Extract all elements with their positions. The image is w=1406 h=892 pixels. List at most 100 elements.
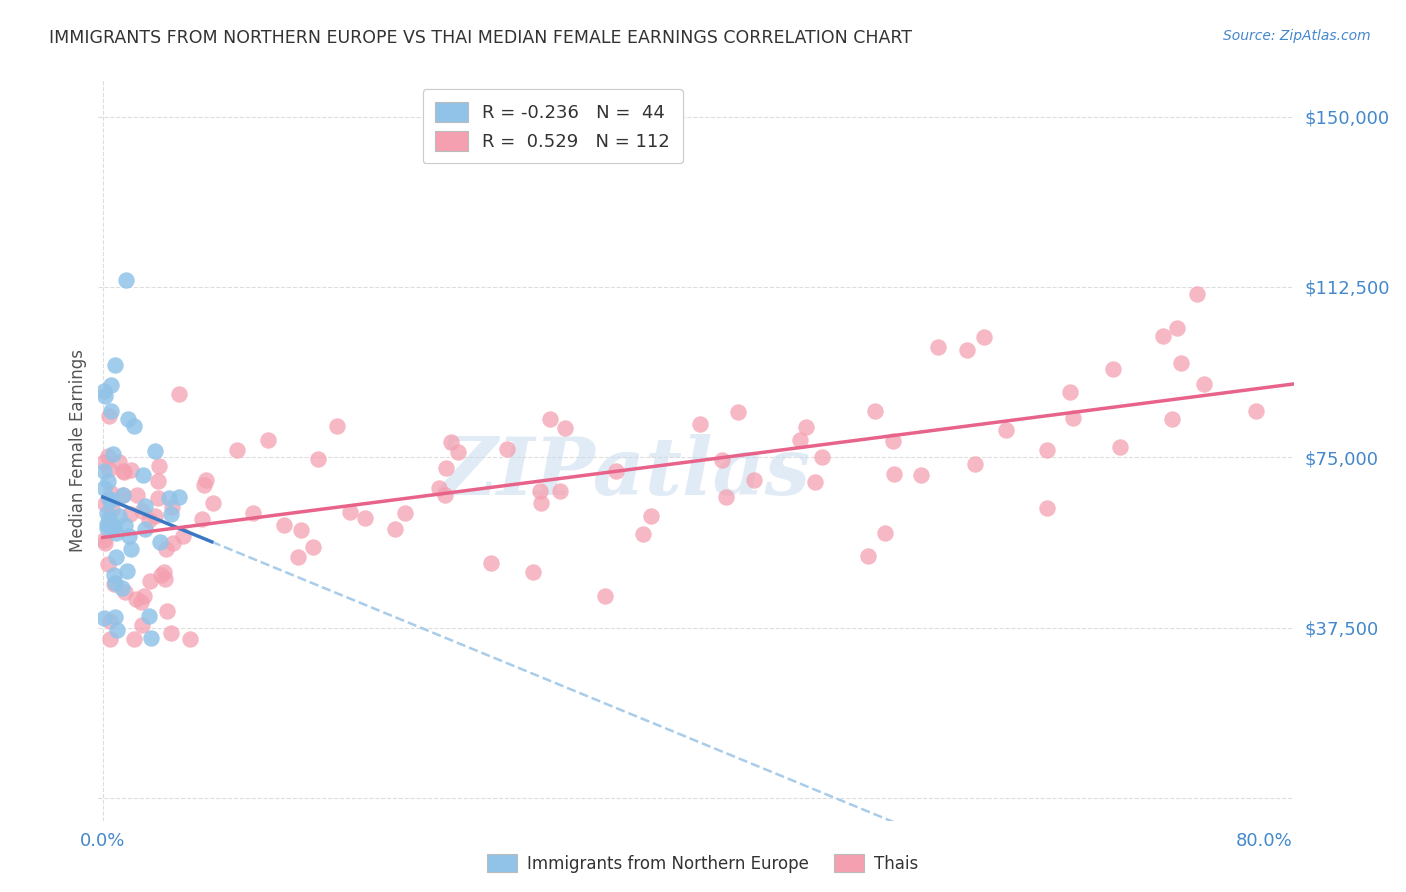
Point bbox=[710, 452, 733, 467]
Point bbox=[93, 481, 115, 495]
Point bbox=[104, 359, 127, 373]
Point bbox=[114, 584, 136, 599]
Point bbox=[1187, 286, 1209, 301]
Point bbox=[1244, 404, 1267, 418]
Point bbox=[225, 442, 247, 457]
Point bbox=[727, 405, 749, 419]
Point bbox=[169, 490, 191, 504]
Y-axis label: Median Female Earnings: Median Female Earnings bbox=[69, 349, 87, 552]
Point bbox=[115, 273, 138, 287]
Point bbox=[114, 517, 136, 532]
Point bbox=[93, 384, 115, 398]
Point bbox=[146, 491, 169, 505]
Point bbox=[1192, 376, 1215, 391]
Point bbox=[120, 463, 142, 477]
Text: ZIPatlas: ZIPatlas bbox=[439, 434, 810, 511]
Point bbox=[118, 529, 141, 543]
Point bbox=[167, 387, 190, 401]
Point bbox=[160, 507, 183, 521]
Point bbox=[290, 523, 312, 537]
Point bbox=[631, 526, 654, 541]
Point bbox=[97, 409, 120, 423]
Point bbox=[446, 444, 468, 458]
Point bbox=[111, 465, 134, 479]
Point bbox=[326, 418, 349, 433]
Point bbox=[104, 526, 127, 541]
Point bbox=[155, 541, 177, 556]
Legend: Immigrants from Northern Europe, Thais: Immigrants from Northern Europe, Thais bbox=[481, 847, 925, 880]
Point bbox=[384, 523, 406, 537]
Point bbox=[117, 412, 139, 426]
Point bbox=[156, 604, 179, 618]
Point bbox=[287, 550, 309, 565]
Point bbox=[93, 533, 115, 547]
Point bbox=[96, 506, 118, 520]
Point bbox=[94, 535, 117, 549]
Point bbox=[112, 465, 135, 479]
Point bbox=[530, 495, 553, 509]
Point bbox=[103, 520, 125, 534]
Point bbox=[1062, 410, 1084, 425]
Point bbox=[595, 589, 617, 603]
Point bbox=[1036, 500, 1059, 515]
Point bbox=[307, 451, 329, 466]
Point bbox=[529, 483, 551, 498]
Point bbox=[104, 610, 127, 624]
Point bbox=[103, 519, 125, 533]
Point bbox=[105, 624, 128, 638]
Point bbox=[132, 468, 155, 483]
Point bbox=[883, 467, 905, 481]
Point bbox=[120, 542, 142, 557]
Point bbox=[94, 389, 117, 403]
Point bbox=[143, 509, 166, 524]
Point bbox=[122, 632, 145, 646]
Point bbox=[429, 481, 451, 495]
Point bbox=[160, 500, 183, 515]
Point bbox=[111, 581, 134, 595]
Point bbox=[93, 464, 115, 478]
Point bbox=[111, 488, 134, 502]
Point bbox=[100, 378, 122, 392]
Point bbox=[149, 568, 172, 582]
Point bbox=[97, 491, 120, 506]
Point bbox=[744, 473, 766, 487]
Point bbox=[93, 455, 115, 469]
Text: Source: ZipAtlas.com: Source: ZipAtlas.com bbox=[1223, 29, 1371, 43]
Point bbox=[115, 564, 138, 578]
Point bbox=[134, 522, 156, 536]
Point bbox=[108, 455, 131, 469]
Point bbox=[96, 521, 118, 535]
Point bbox=[107, 509, 129, 524]
Point bbox=[94, 497, 117, 511]
Point bbox=[873, 526, 896, 541]
Point bbox=[129, 595, 152, 609]
Point bbox=[195, 473, 218, 487]
Point bbox=[131, 504, 153, 518]
Point bbox=[98, 512, 121, 526]
Point bbox=[811, 450, 834, 464]
Point bbox=[714, 490, 737, 504]
Point bbox=[193, 477, 215, 491]
Point bbox=[149, 534, 172, 549]
Point bbox=[125, 591, 148, 606]
Point bbox=[131, 618, 153, 632]
Point bbox=[98, 462, 121, 476]
Text: IMMIGRANTS FROM NORTHERN EUROPE VS THAI MEDIAN FEMALE EARNINGS CORRELATION CHART: IMMIGRANTS FROM NORTHERN EUROPE VS THAI … bbox=[49, 29, 912, 46]
Point bbox=[146, 475, 169, 489]
Point bbox=[97, 450, 120, 464]
Point bbox=[1036, 443, 1059, 458]
Point bbox=[1161, 412, 1184, 426]
Point bbox=[155, 572, 177, 586]
Point bbox=[965, 457, 987, 471]
Point bbox=[101, 519, 124, 533]
Point bbox=[257, 434, 280, 448]
Point bbox=[103, 567, 125, 582]
Point bbox=[98, 614, 121, 628]
Point bbox=[96, 516, 118, 531]
Point bbox=[273, 518, 295, 533]
Point bbox=[148, 458, 170, 473]
Point bbox=[97, 474, 120, 488]
Point bbox=[100, 492, 122, 507]
Point bbox=[339, 505, 361, 519]
Point bbox=[157, 491, 180, 505]
